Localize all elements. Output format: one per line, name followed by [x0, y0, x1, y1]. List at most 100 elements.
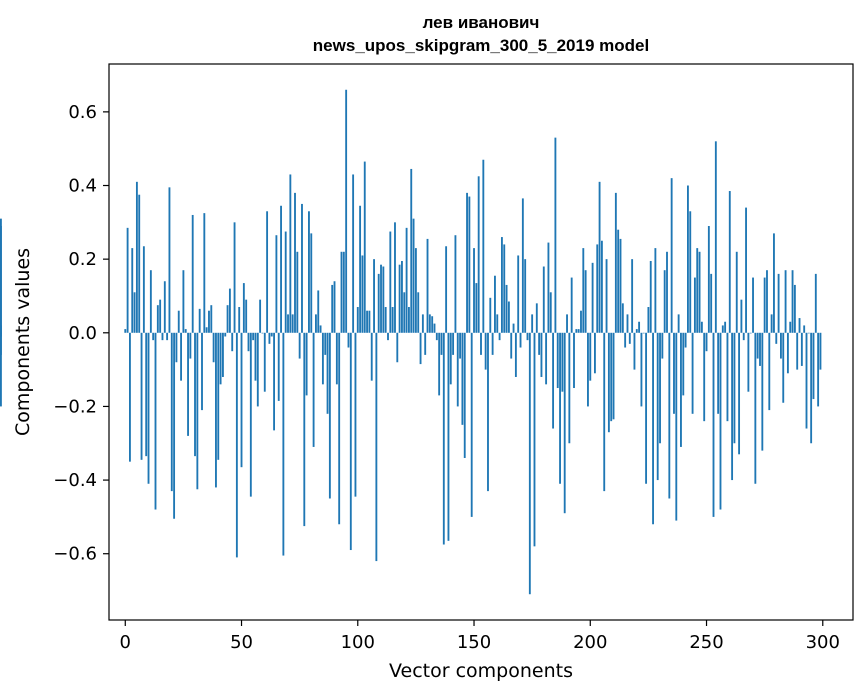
bar-287 [791, 270, 794, 333]
y-tick-label: −0.2 [53, 396, 97, 417]
bar-88 [328, 332, 331, 499]
bar-158 [491, 332, 494, 355]
bar-294 [807, 332, 810, 334]
bar-106 [370, 332, 373, 381]
bar-134 [435, 332, 438, 341]
bar-56 [254, 332, 257, 381]
bar-94 [342, 251, 345, 333]
bar-111 [382, 266, 385, 333]
x-tick-label: 150 [457, 632, 491, 653]
bar-259 [726, 332, 729, 422]
bar-107 [373, 259, 375, 333]
bar-37 [210, 305, 213, 333]
bar-219 [633, 332, 636, 370]
bar-202 [594, 332, 596, 374]
x-tick-label: 0 [120, 632, 131, 653]
bar-102 [361, 255, 364, 333]
bar-241 [684, 332, 687, 348]
bar-153 [480, 332, 482, 355]
bar-1 [126, 227, 129, 333]
bar-152 [477, 176, 480, 333]
bar-7 [140, 332, 143, 460]
bar-182 [547, 242, 550, 333]
bar-42 [222, 332, 224, 377]
bar-125 [414, 248, 417, 333]
bar-132 [431, 316, 434, 333]
bar-80 [310, 233, 313, 333]
bar-93 [340, 251, 343, 333]
bar-205 [600, 240, 603, 333]
bar-260 [728, 191, 731, 333]
bar-296 [812, 332, 815, 400]
bar-58 [259, 299, 262, 333]
bar-98 [352, 174, 355, 333]
bar-295 [810, 332, 813, 444]
bar-109 [377, 273, 380, 333]
bar-31 [196, 332, 199, 490]
bar-261 [731, 332, 734, 481]
bar-30 [194, 332, 196, 457]
bar-206 [603, 332, 606, 492]
bar-77 [303, 332, 306, 527]
bar-282 [780, 332, 782, 359]
bar-33 [201, 332, 203, 411]
bar-39 [215, 332, 217, 488]
bar-208 [607, 332, 610, 433]
bar-231 [661, 332, 664, 359]
bar-174 [528, 332, 531, 595]
bar-230 [659, 332, 661, 444]
bar-83 [317, 290, 320, 333]
bar-82 [315, 314, 317, 333]
bar-283 [782, 332, 785, 403]
bar-90 [333, 281, 336, 333]
bar-129 [424, 332, 427, 355]
bar-91 [335, 332, 338, 385]
bar-67 [280, 205, 282, 333]
bar-128 [421, 314, 424, 333]
bar-145 [461, 332, 464, 425]
bar-270 [752, 277, 754, 333]
bar-245 [693, 277, 696, 333]
x-tick-label: 200 [573, 632, 607, 653]
bar-140 [449, 332, 452, 385]
bar-159 [494, 275, 496, 333]
bar-195 [577, 329, 580, 333]
bar-20 [170, 332, 173, 492]
bar-92 [338, 332, 341, 525]
bar-254 [714, 141, 717, 333]
bar-220 [635, 329, 638, 333]
bar-54 [249, 332, 252, 497]
bar-86 [324, 332, 327, 355]
bar-188 [561, 332, 564, 392]
bar-9 [145, 332, 148, 457]
bar-266 [742, 332, 745, 341]
bar-60 [263, 332, 266, 392]
bar-96 [347, 332, 350, 348]
bar-298 [817, 332, 820, 407]
bar-163 [503, 244, 506, 333]
bar-undefined [0, 332, 2, 407]
bar-115 [391, 307, 394, 333]
y-tick-label: 0.2 [68, 249, 97, 270]
bar-154 [482, 159, 485, 333]
bar-276 [766, 270, 768, 333]
bar-239 [680, 332, 682, 447]
bar-89 [331, 284, 334, 333]
bar-194 [575, 329, 578, 333]
bar-14 [156, 305, 159, 333]
bar-undefined [0, 226, 2, 333]
bar-15 [159, 299, 162, 333]
y-tick-label: −0.6 [53, 544, 97, 565]
bar-242 [687, 185, 689, 333]
bar-292 [803, 325, 806, 333]
y-tick-label: 0.6 [68, 102, 97, 123]
bar-144 [459, 332, 461, 359]
bar-167 [512, 323, 515, 333]
bar-66 [277, 332, 280, 401]
bar-177 [535, 303, 538, 333]
bar-100 [356, 307, 359, 333]
bar-11 [149, 270, 152, 333]
bar-38 [212, 332, 215, 363]
bar-166 [510, 332, 513, 359]
bar-150 [473, 248, 475, 333]
